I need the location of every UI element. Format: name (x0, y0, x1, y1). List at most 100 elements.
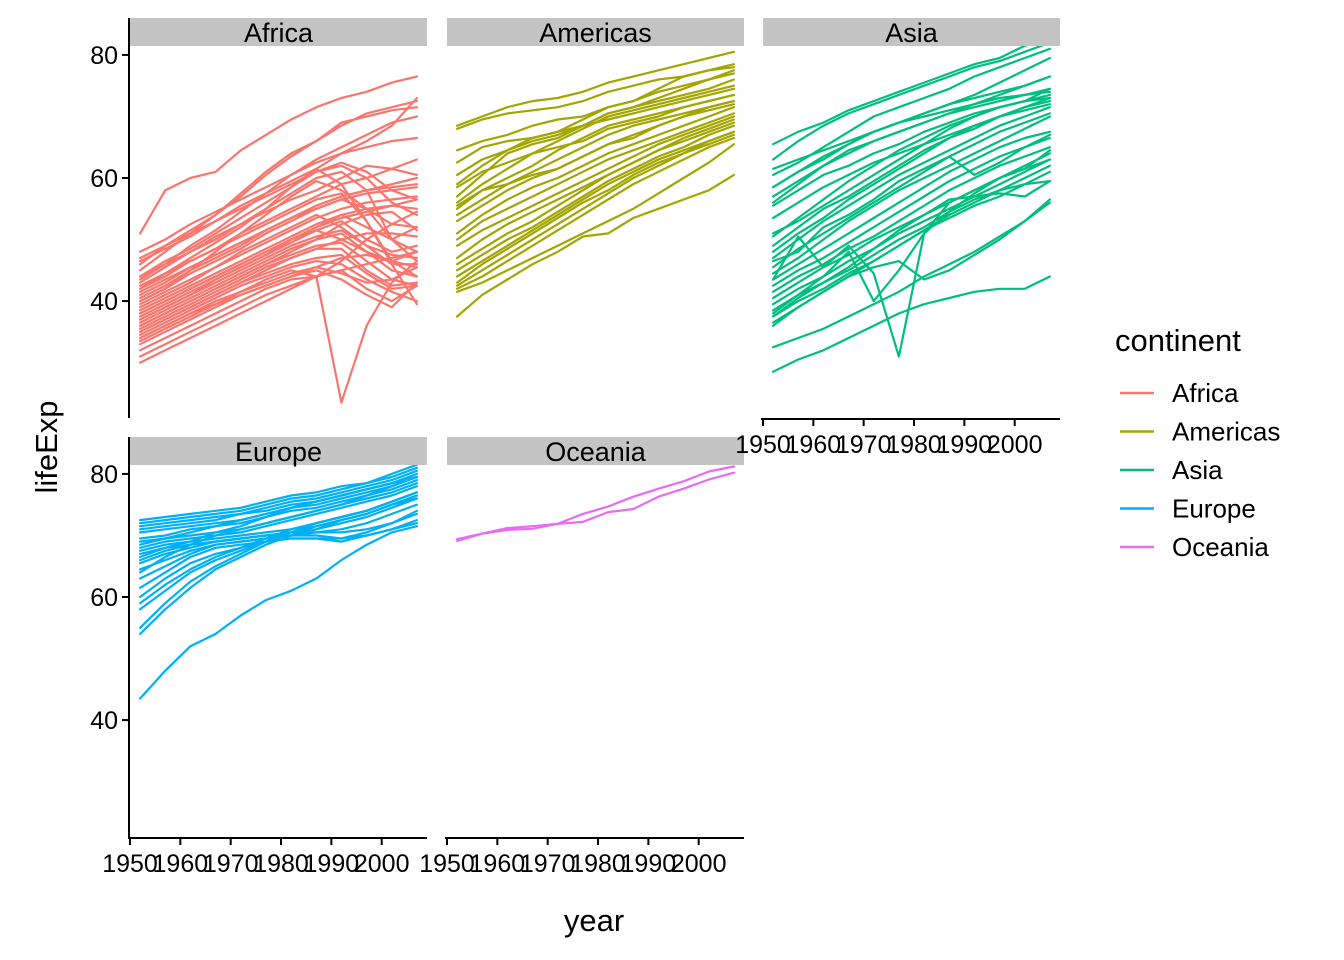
asia-series-line-26 (772, 180, 1051, 318)
africa-series-line-33 (139, 232, 418, 333)
x-tick-label: 1950 (419, 850, 475, 878)
africa-series-line-35 (139, 164, 418, 278)
europe-series-line-19 (139, 491, 418, 629)
africa-series-line-19 (139, 247, 418, 330)
asia-series-line-2 (772, 41, 1051, 161)
africa-series-line-7 (139, 161, 418, 278)
asia-series-line-12 (772, 130, 1051, 281)
asia-series-line-22 (772, 198, 1051, 327)
legend-item-europe: Europe (1120, 494, 1256, 524)
asia-series-line-21 (772, 275, 1051, 373)
asia-series-line-29 (772, 87, 1051, 235)
x-tick-label: 1970 (203, 850, 259, 878)
americas-series-line-16 (456, 130, 735, 278)
africa-series-line-15 (139, 229, 418, 318)
strip-label: Americas (539, 18, 652, 48)
y-tick-label: 40 (90, 288, 118, 316)
asia-series-line-32 (772, 90, 1051, 170)
y-axis-title: lifeExp (29, 400, 64, 493)
x-tick-label: 1970 (836, 431, 892, 459)
americas-series-line-3 (456, 63, 735, 164)
legend-item-asia: Asia (1120, 455, 1223, 485)
legend-label: Oceania (1172, 532, 1269, 562)
legend-item-oceania: Oceania (1120, 532, 1269, 562)
asia-series-line-10 (772, 112, 1051, 269)
europe-series-line-23 (139, 475, 418, 546)
americas-series-line-11 (456, 112, 735, 241)
europe-series-line-24 (139, 475, 418, 574)
americas-series-line-22 (456, 100, 735, 207)
africa-series-line-24 (139, 269, 418, 352)
x-tick-label: 1960 (786, 431, 842, 459)
x-tick-label: 1960 (470, 850, 526, 878)
americas-series-line-20 (456, 143, 735, 293)
strip-africa: Africa (130, 18, 427, 48)
x-tick-label: 2000 (354, 850, 410, 878)
asia-series-line-20 (772, 201, 1051, 349)
europe-series-line-3 (139, 469, 418, 528)
x-axis-title: year (564, 903, 624, 938)
africa-series-line-29 (139, 198, 418, 315)
legend-label: Americas (1172, 417, 1280, 447)
panel-americas: Americas (447, 18, 744, 318)
x-tick-label: 1980 (570, 850, 626, 878)
americas-series-line-25 (456, 72, 735, 152)
asia-series-line-28 (772, 100, 1051, 220)
strip-label: Asia (885, 18, 939, 48)
y-tick-label: 80 (90, 42, 118, 70)
x-tick-label: 1990 (621, 850, 677, 878)
legend-label: Africa (1172, 378, 1239, 408)
y-axis-row-2: 40 60 80 (90, 437, 130, 837)
strip-background (130, 437, 427, 465)
americas-series-line-21 (456, 173, 735, 318)
americas-series-line-12 (456, 115, 735, 247)
legend: continent Africa Americas Asia Europe Oceani… (1115, 323, 1280, 562)
asia-series-line-9 (772, 106, 1051, 260)
americas-series-line-5 (456, 78, 735, 198)
americas-series-line-1 (456, 50, 735, 127)
americas-series-line-23 (456, 93, 735, 189)
y-tick-label: 80 (90, 461, 118, 489)
strip-label: Europe (235, 437, 322, 467)
oceania-series-line-2 (456, 471, 735, 541)
legend-item-americas: Americas (1120, 417, 1280, 447)
asia-series-line-14 (772, 146, 1051, 293)
americas-series-line-19 (456, 136, 735, 290)
strip-background (763, 18, 1060, 46)
strip-europe: Europe (130, 437, 427, 467)
panel-asia: Asia (763, 18, 1060, 373)
europe-series-line-20 (139, 497, 418, 635)
europe-series-line-8 (139, 485, 418, 549)
africa-series-line-2 (139, 136, 418, 253)
africa-series-line-1 (139, 75, 418, 235)
africa-series-line-31 (139, 204, 418, 321)
x-tick-label: 2000 (987, 431, 1043, 459)
africa-series-line-6 (139, 96, 418, 290)
americas-series-line-13 (456, 118, 735, 260)
panel-oceania: Oceania (447, 437, 744, 543)
x-tick-label: 1960 (153, 850, 209, 878)
y-tick-label: 60 (90, 165, 118, 193)
africa-series-line-4 (139, 106, 418, 266)
americas-series-line-14 (456, 121, 735, 266)
europe-series-line-21 (139, 525, 418, 700)
africa-series-line-37 (139, 198, 418, 293)
strip-label: Africa (244, 18, 314, 48)
strip-background (447, 437, 744, 465)
africa-series-line-28 (139, 213, 418, 309)
strip-background (130, 18, 427, 46)
asia-series-line-3 (772, 47, 1051, 176)
asia-series-line-31 (772, 75, 1051, 189)
strip-background (447, 18, 744, 46)
americas-series-line-10 (456, 106, 735, 235)
africa-series-line-26 (139, 210, 418, 364)
facet-axes: 4060801950196019701980199020004060801950… (90, 18, 1060, 878)
facet-panels: Africa Americas Asia Europe Oceania (130, 18, 1060, 700)
x-tick-label: 1950 (735, 431, 791, 459)
africa-series-line-40 (139, 167, 418, 306)
africa-series-line-12 (139, 195, 418, 306)
africa-series-line-34 (139, 253, 418, 340)
x-tick-label: 1990 (937, 431, 993, 459)
